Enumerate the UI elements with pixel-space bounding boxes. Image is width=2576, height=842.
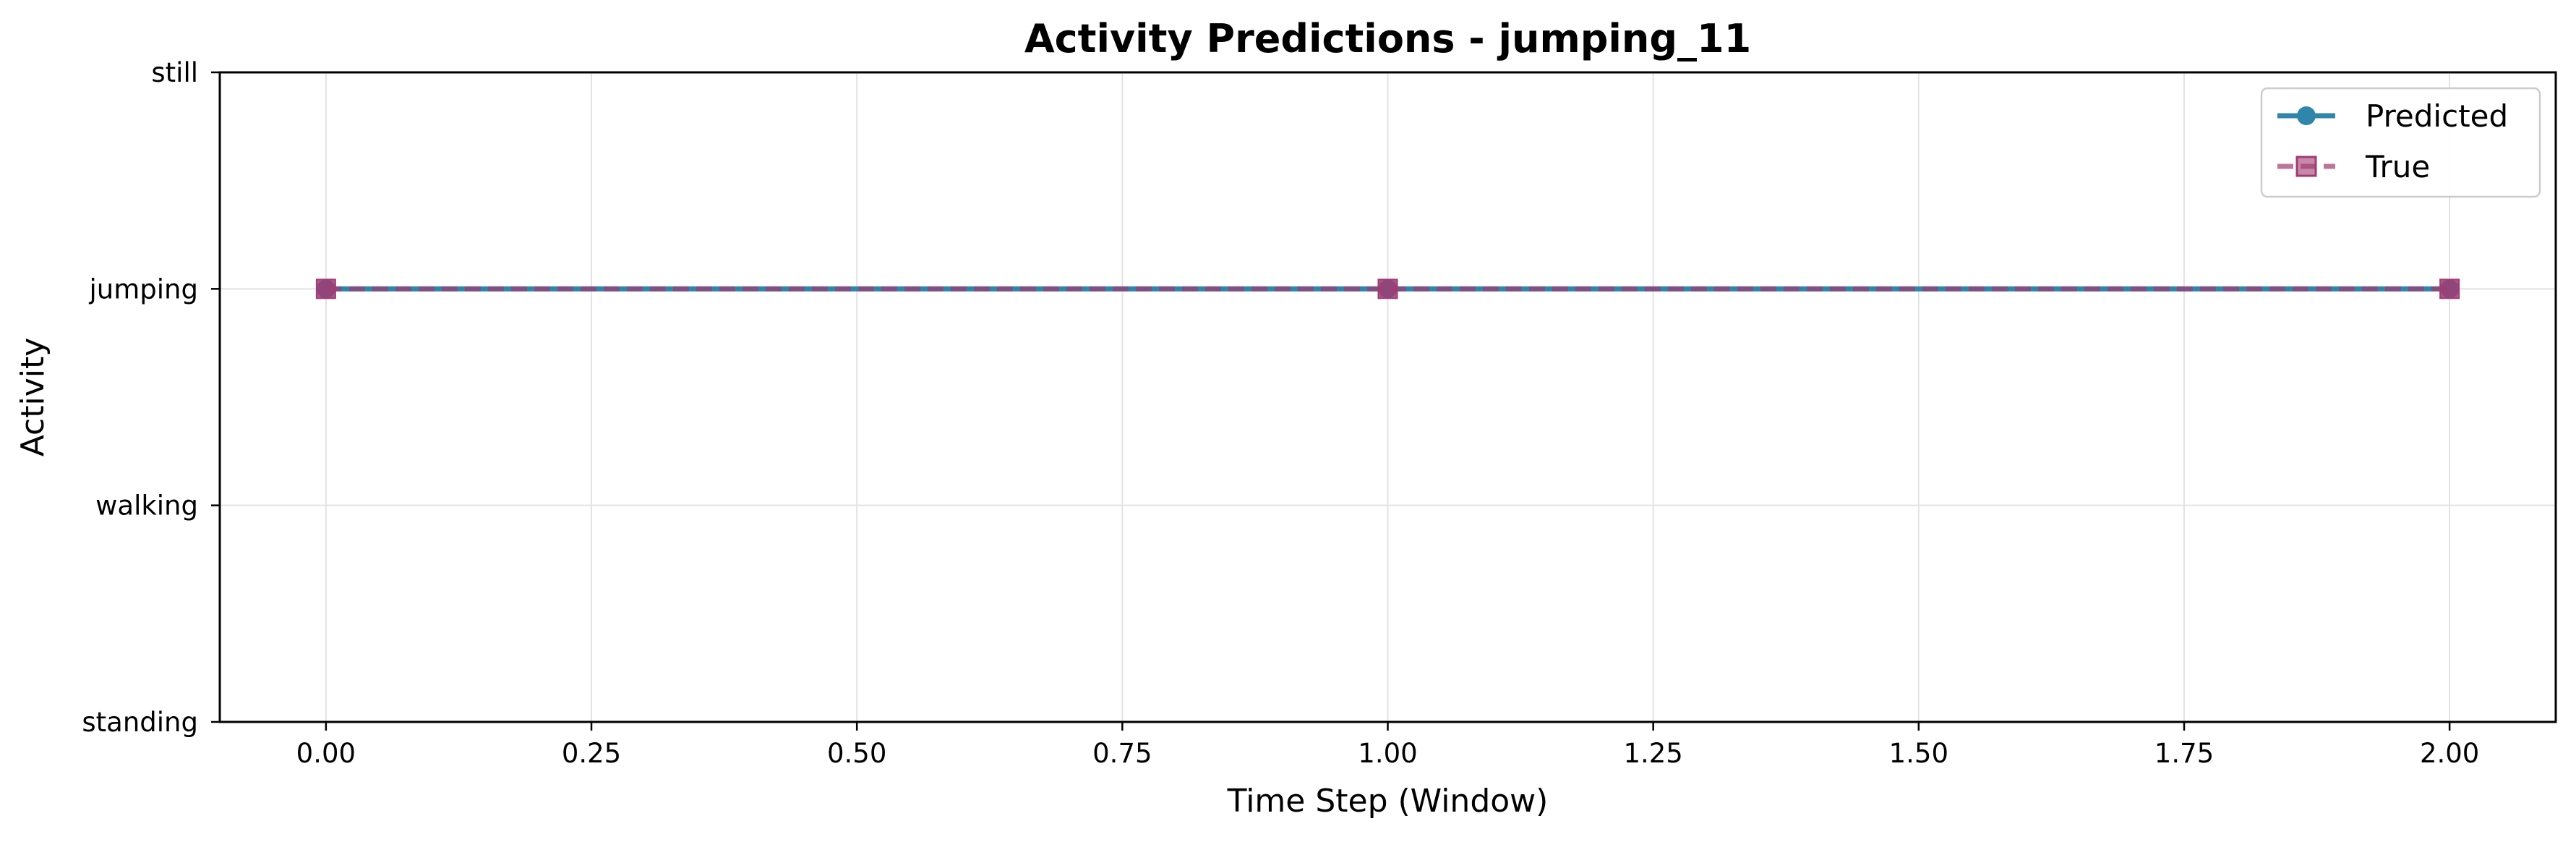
- x-tick-label: 1.75: [2154, 738, 2214, 769]
- y-tick-label: standing: [82, 707, 198, 738]
- x-axis-label: Time Step (Window): [1227, 783, 1549, 820]
- y-tick-label: walking: [95, 490, 198, 522]
- x-tick-label: 0.25: [562, 738, 621, 769]
- x-axis-ticks: 0.00 0.25 0.50 0.75 1.00 1.25 1.50 1.75 2.00: [296, 722, 2479, 769]
- x-tick-label: 0.75: [1092, 738, 1152, 769]
- chart-title: Activity Predictions - jumping_11: [1024, 16, 1751, 61]
- series-layer: [315, 278, 2460, 299]
- legend-marker: [2295, 156, 2317, 177]
- legend: Predicted True: [2260, 87, 2541, 198]
- data-point: [2439, 278, 2460, 299]
- x-tick-label: 1.50: [1889, 738, 1948, 769]
- y-axis-ticks: standing walking jumping still: [82, 57, 220, 738]
- y-axis-label: Activity: [14, 338, 51, 457]
- legend-label: Predicted: [2366, 98, 2508, 134]
- data-point: [315, 278, 336, 299]
- data-point: [1377, 278, 1398, 299]
- y-tick-label: jumping: [89, 273, 198, 305]
- legend-marker: [2297, 106, 2316, 125]
- x-tick-label: 1.00: [1358, 738, 1417, 769]
- legend-item-predicted: Predicted: [2277, 98, 2508, 134]
- x-tick-label: 0.00: [296, 738, 356, 769]
- legend-item-true: True: [2277, 149, 2430, 184]
- y-tick-label: still: [151, 57, 198, 88]
- series-true: [315, 278, 2460, 299]
- x-tick-label: 1.25: [1623, 738, 1682, 769]
- x-tick-label: 2.00: [2420, 738, 2479, 769]
- x-tick-label: 0.50: [827, 738, 886, 769]
- legend-label: True: [2365, 149, 2430, 184]
